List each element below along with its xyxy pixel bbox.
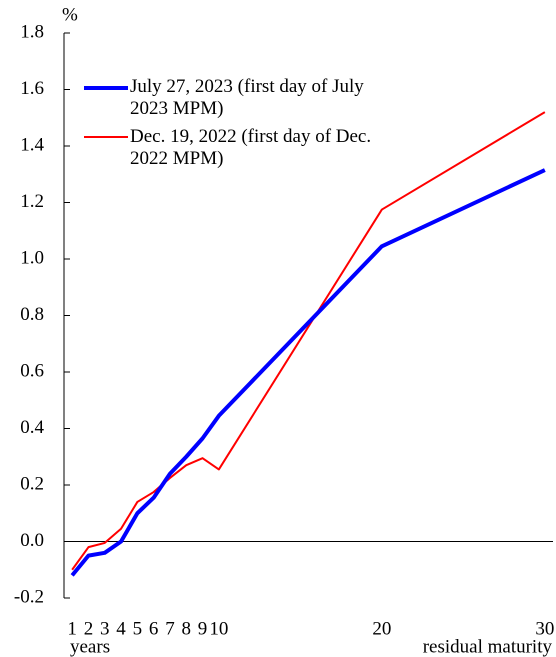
- x-tick-label: 2: [84, 618, 94, 639]
- y-tick-label: 1.0: [20, 247, 44, 268]
- x-tick-label: 4: [116, 618, 126, 639]
- legend-swatch: [84, 86, 128, 90]
- y-unit: %: [62, 4, 78, 25]
- legend-label: Dec. 19, 2022 (first day of Dec. 2022 MP…: [130, 126, 372, 169]
- x-axis-label: residual maturity: [423, 636, 553, 657]
- y-tick-label: -0.2: [14, 586, 44, 607]
- x-tick-label: 8: [182, 618, 192, 639]
- x-tick-label: 30: [535, 618, 554, 639]
- y-tick-label: 1.6: [20, 78, 44, 99]
- x-tick-label: 7: [165, 618, 175, 639]
- y-tick-label: 0.6: [20, 360, 44, 381]
- x-tick-label: 6: [149, 618, 159, 639]
- x-tick-label: 3: [100, 618, 110, 639]
- legend: July 27, 2023 (first day of July 2023 MP…: [84, 76, 375, 176]
- x-tick-label: 9: [198, 618, 208, 639]
- legend-entry: July 27, 2023 (first day of July 2023 MP…: [84, 76, 375, 120]
- y-tick-label: 0.2: [20, 473, 44, 494]
- legend-entry: Dec. 19, 2022 (first day of Dec. 2022 MP…: [84, 126, 375, 170]
- legend-label: July 27, 2023 (first day of July 2023 MP…: [130, 76, 364, 119]
- x-tick-label: 5: [133, 618, 143, 639]
- legend-swatch: [84, 136, 128, 138]
- y-tick-label: 0.8: [20, 304, 44, 325]
- y-tick-label: 0.4: [20, 417, 44, 438]
- x-tick-label: 10: [209, 618, 228, 639]
- series-line: [70, 168, 546, 577]
- y-tick-label: 1.8: [20, 21, 44, 42]
- y-tick-label: 0.0: [20, 530, 44, 551]
- x-unit: years: [70, 636, 110, 657]
- series-line: [71, 111, 546, 571]
- x-tick-label: 20: [372, 618, 391, 639]
- x-tick-label: 1: [67, 618, 77, 639]
- y-tick-label: 1.4: [20, 134, 44, 155]
- y-tick-label: 1.2: [20, 191, 44, 212]
